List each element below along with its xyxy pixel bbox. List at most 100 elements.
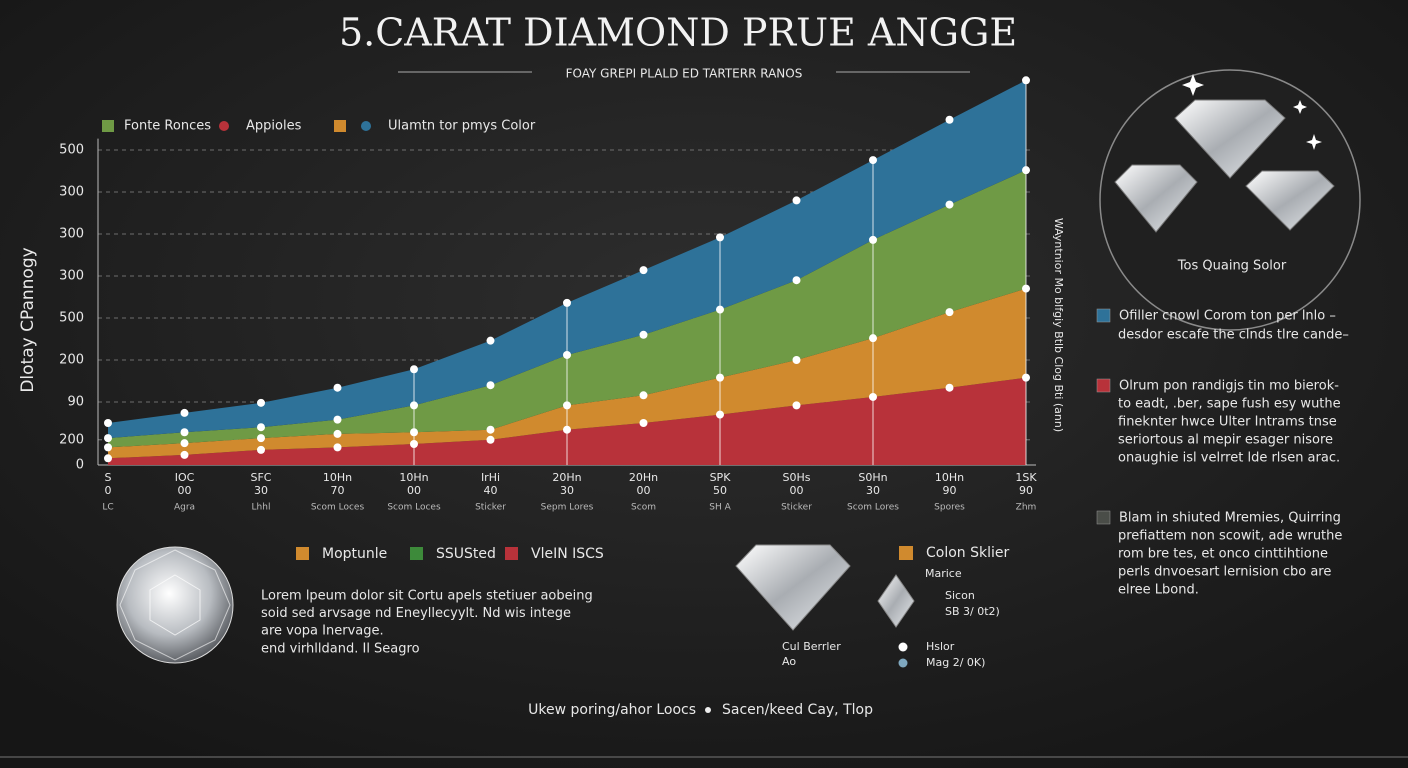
data-point	[104, 434, 112, 443]
x-tick-label: Sticker	[781, 503, 812, 513]
panel-text: SB 3/ 0t2)	[945, 605, 1000, 618]
panel-text: Marice	[925, 567, 962, 580]
x-tick-label: 90	[943, 484, 957, 497]
note-text: perls dnvoesart lernision cbo are	[1118, 565, 1331, 580]
x-tick-label: IOC	[175, 471, 195, 484]
panel-title: Colon Sklier	[926, 545, 1010, 561]
legend-swatch	[410, 547, 423, 560]
x-tick-label: 20Hn	[552, 471, 581, 484]
legend-swatch	[505, 547, 518, 560]
data-point	[410, 365, 418, 374]
x-tick-label: 30	[866, 484, 880, 497]
data-point	[639, 419, 648, 427]
body-text: soid sed arvsage nd Eneyllecyylt. Nd wis…	[261, 606, 571, 621]
x-tick-label: 0	[105, 484, 112, 497]
data-point	[1022, 284, 1030, 293]
legend-label: Moptunle	[322, 546, 387, 562]
x-tick-label: 30	[254, 484, 268, 497]
y-tick-label: 300	[59, 185, 84, 200]
data-point	[180, 408, 189, 417]
body-text: are vopa Inervage.	[261, 624, 384, 639]
x-tick-label: 00	[790, 484, 804, 497]
note-text: Blam in shiuted Mremies, Quirring	[1119, 511, 1341, 526]
legend-label: Fonte Ronces	[124, 119, 211, 134]
x-tick-label: S0Hn	[858, 471, 887, 484]
x-tick-label: 00	[178, 484, 192, 497]
x-tick-label: Scom Loces	[311, 503, 365, 513]
data-point	[563, 401, 571, 410]
legend-swatch	[361, 121, 371, 131]
x-tick-label: 30	[560, 484, 574, 497]
panel-swatch	[899, 546, 913, 560]
diamond-icons	[1114, 74, 1335, 233]
note-text: Ofiller cnowl Corom ton per lnlo –	[1119, 309, 1336, 324]
data-point	[486, 435, 495, 444]
x-tick-label: Sticker	[475, 503, 506, 513]
data-point	[563, 298, 571, 307]
x-tick-label: S	[105, 471, 112, 484]
data-point	[792, 356, 801, 364]
x-tick-label: 10Hn	[323, 471, 352, 484]
x-tick-label: IrHi	[481, 471, 500, 484]
data-point	[104, 419, 112, 427]
x-tick-label: 20Hn	[629, 471, 658, 484]
note-text: rom bre tes, et onco cinttihtione	[1118, 547, 1328, 562]
x-tick-label: 00	[407, 484, 421, 497]
body-text: Lorem lpeum dolor sit Cortu apels stetiu…	[261, 589, 593, 604]
data-point	[1022, 76, 1030, 85]
data-point	[257, 445, 265, 454]
data-point	[257, 398, 265, 407]
y-tick-label: 500	[59, 143, 84, 158]
data-point	[869, 334, 877, 343]
chart-title: 5.CARAT DIAMOND PRUE ANGGE	[339, 11, 1017, 55]
x-tick-label: 10Hn	[935, 471, 964, 484]
data-point	[869, 156, 877, 165]
data-point	[792, 401, 801, 410]
x-tick-label: Scom Loces	[387, 503, 441, 513]
y-tick-label: 300	[59, 227, 84, 242]
x-tick-label: Zhm	[1016, 503, 1037, 513]
data-point	[180, 450, 189, 459]
data-point	[563, 425, 571, 434]
body-text: end virhlldand. Il Seagro	[261, 641, 420, 656]
note-swatch	[1096, 378, 1111, 393]
x-tick-label: SFC	[251, 471, 272, 484]
data-point	[410, 428, 418, 437]
legend-label: Appioles	[246, 119, 302, 134]
diamond-frame	[1099, 69, 1361, 331]
note-text: onaughie isl velrret lde rlsen arac.	[1118, 451, 1340, 466]
footer-text: Ukew poring/ahor Loocs	[528, 702, 696, 718]
area	[108, 377, 1026, 465]
key-label: Hslor	[926, 640, 955, 653]
data-point	[257, 423, 265, 432]
panel-text: Sicon	[945, 589, 975, 602]
data-point	[639, 330, 648, 339]
note-text: Olrum pon randigjs tin mo bierok-	[1119, 379, 1339, 394]
x-tick-label: Scom	[631, 503, 656, 513]
y-tick-label: 90	[67, 395, 84, 410]
legend-swatch	[102, 120, 114, 132]
x-tick-label: Spores	[934, 503, 965, 513]
data-point	[792, 276, 801, 285]
note-text: elree Lbond.	[1118, 583, 1199, 598]
data-point	[486, 381, 495, 390]
data-point	[716, 410, 724, 419]
y-tick-label: 500	[59, 311, 84, 326]
gem-images	[116, 544, 915, 664]
key-dot	[898, 658, 908, 668]
data-point	[257, 434, 265, 443]
x-tick-label: 40	[484, 484, 498, 497]
x-tick-label: 10Hn	[399, 471, 428, 484]
data-point	[639, 266, 648, 275]
data-point	[104, 443, 112, 452]
chart-subtitle: FOAY GREPI PLALD ED TARTERR RANOS	[566, 67, 803, 81]
legend-label: VleIN ISCS	[531, 546, 604, 562]
footer-text: Sacen/keed Cay, Tlop	[722, 702, 873, 718]
data-point	[792, 196, 801, 205]
key-label: Mag 2/ 0K)	[926, 656, 985, 669]
data-point	[104, 454, 112, 463]
x-tick-label: 50	[713, 484, 727, 497]
x-tick-label: SPK	[710, 471, 732, 484]
y2-axis-label: WAyntnior Mo blfgiy Btlb Clog Bti (ann)	[1052, 218, 1065, 432]
